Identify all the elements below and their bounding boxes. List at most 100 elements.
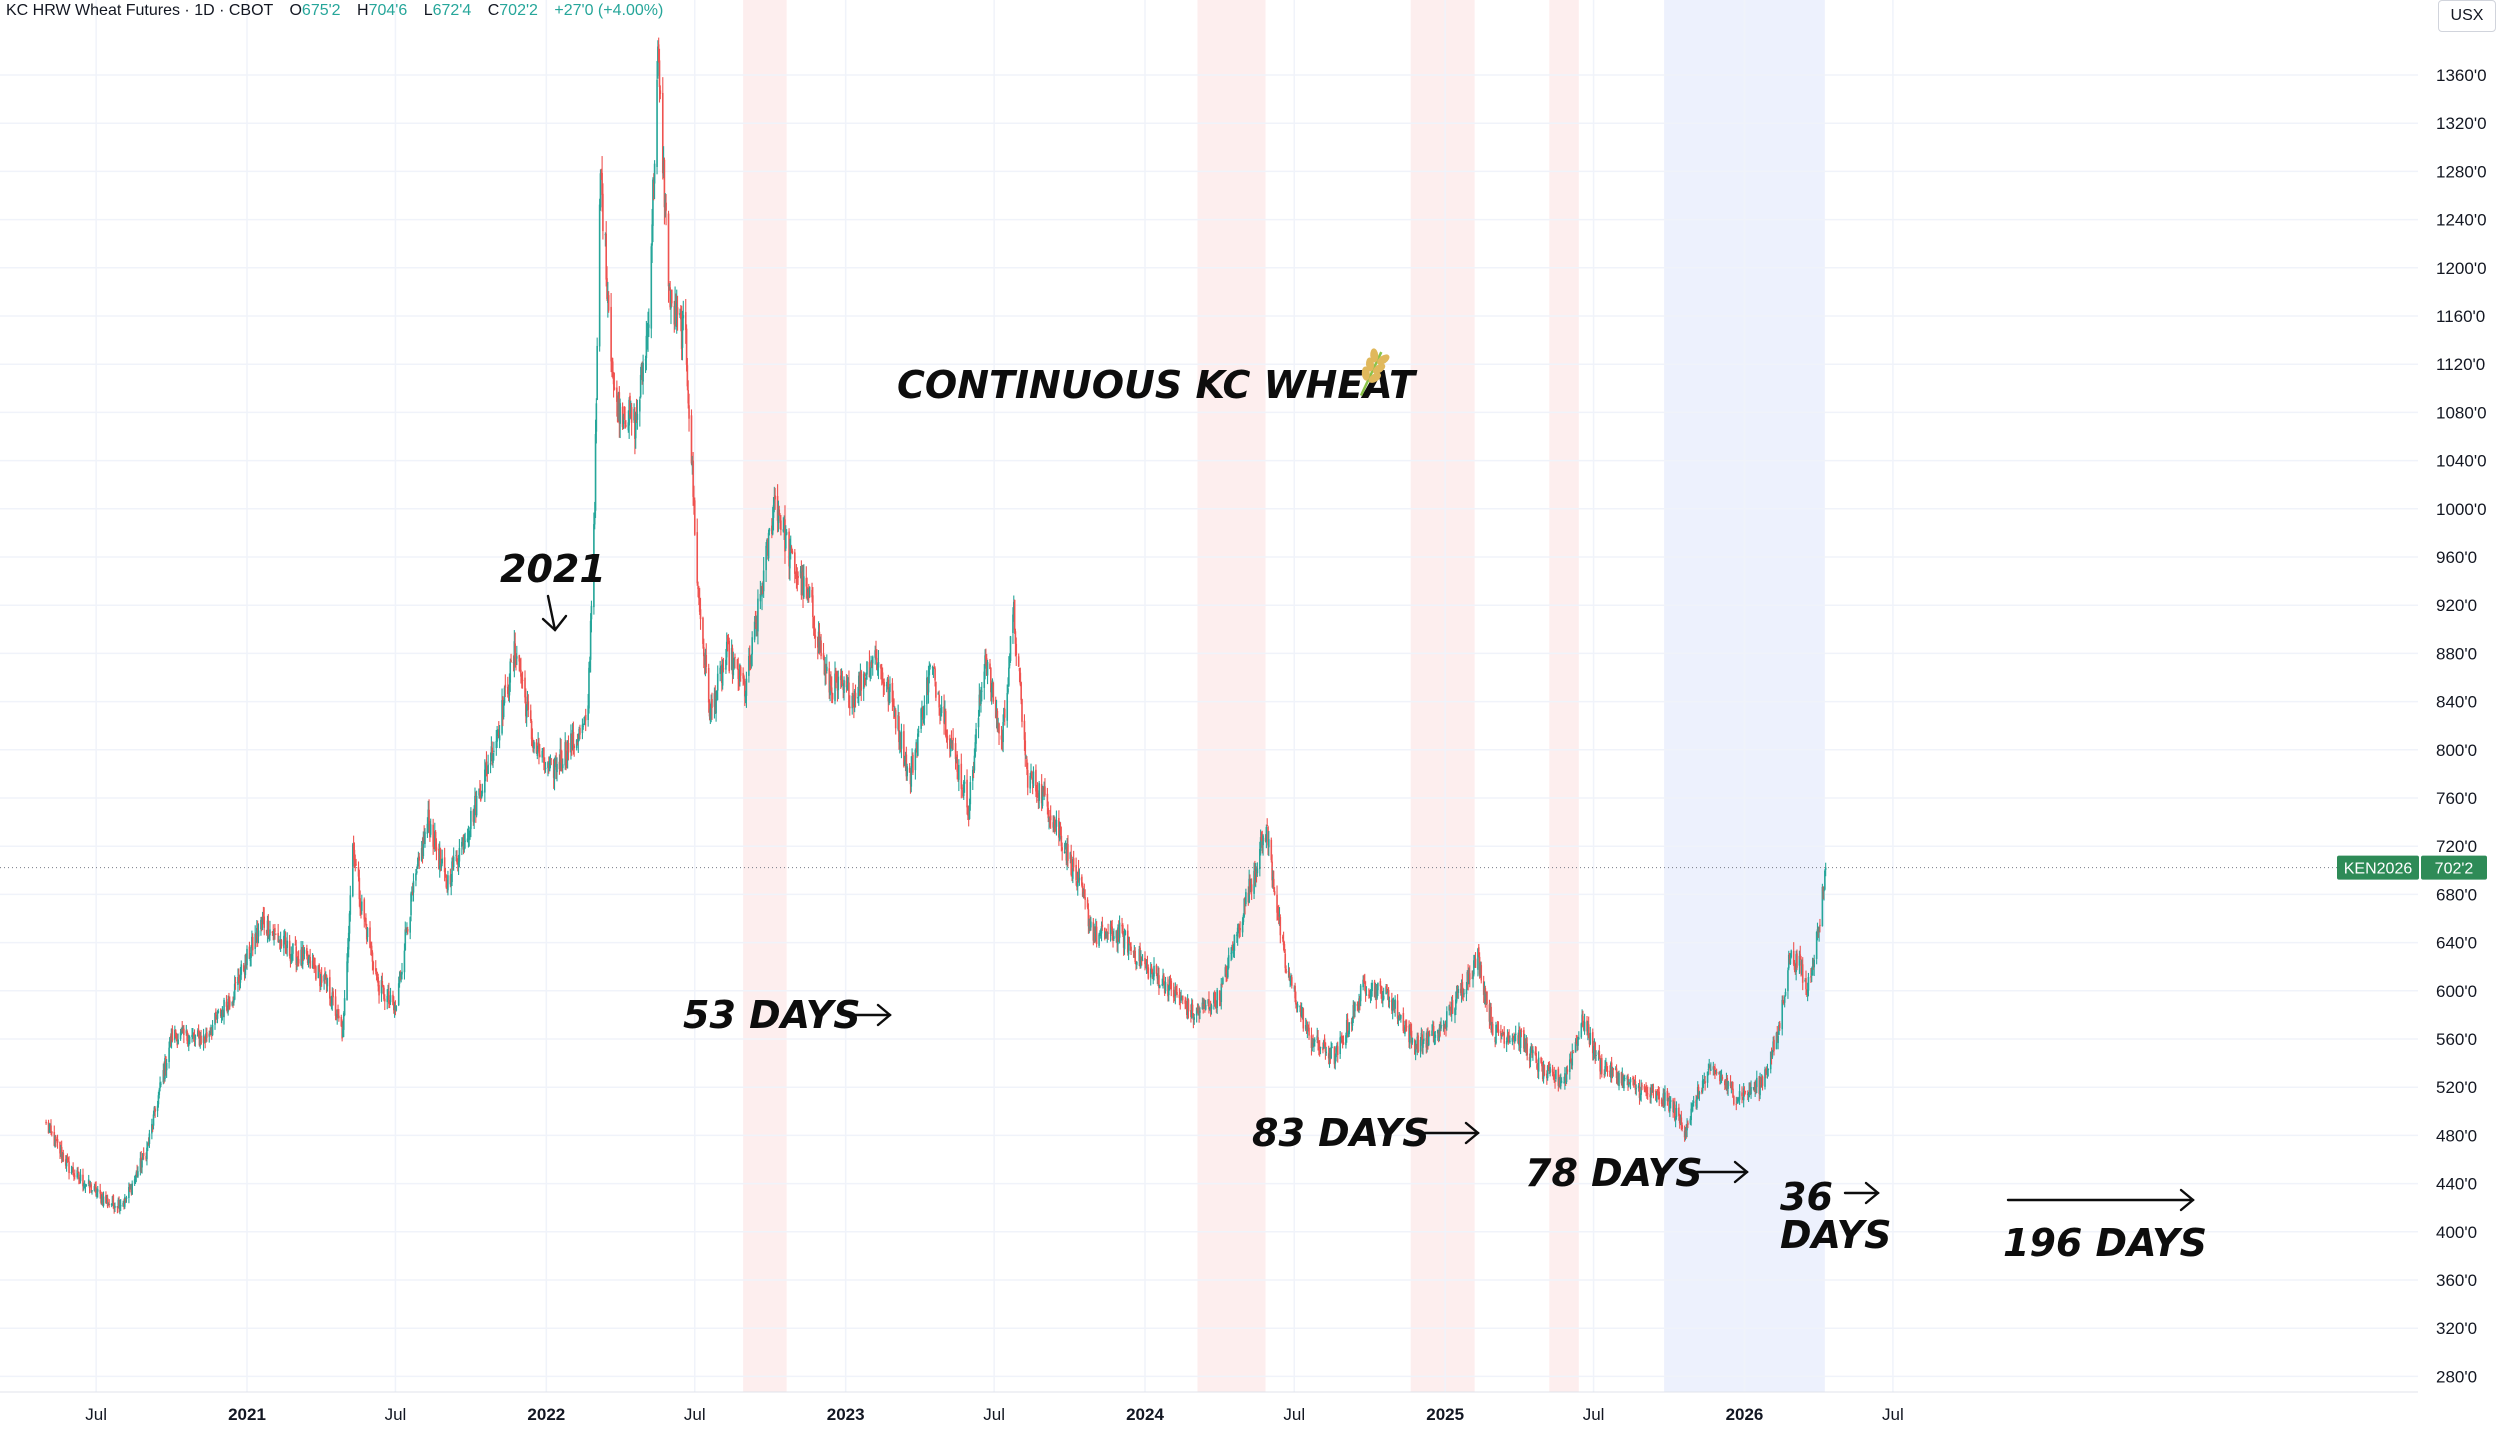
candle bbox=[88, 1180, 91, 1194]
candle bbox=[113, 1203, 115, 1214]
candle bbox=[1801, 959, 1803, 976]
candle bbox=[1179, 991, 1182, 1010]
candle bbox=[277, 923, 279, 943]
candle bbox=[1047, 801, 1050, 823]
candle bbox=[1271, 854, 1273, 888]
candle bbox=[633, 403, 635, 423]
candle bbox=[1368, 989, 1371, 999]
candle bbox=[1029, 772, 1031, 794]
candle bbox=[1743, 1086, 1746, 1097]
candle bbox=[1595, 1050, 1597, 1061]
candle bbox=[928, 661, 931, 684]
candle bbox=[146, 1142, 149, 1152]
candle bbox=[1448, 1004, 1451, 1016]
candle bbox=[1396, 994, 1399, 1025]
candle bbox=[926, 670, 928, 716]
candle bbox=[834, 661, 836, 705]
candle bbox=[852, 682, 854, 708]
candle bbox=[300, 940, 302, 967]
candle bbox=[1231, 941, 1234, 951]
candle bbox=[883, 678, 886, 695]
candle bbox=[403, 943, 406, 980]
candle bbox=[1325, 1046, 1328, 1056]
candle bbox=[797, 571, 799, 585]
candle bbox=[1025, 754, 1027, 759]
y-tick-label: 360'0 bbox=[2436, 1271, 2477, 1290]
candle bbox=[514, 632, 516, 668]
candle bbox=[418, 852, 421, 870]
candle bbox=[128, 1183, 131, 1192]
candle bbox=[743, 674, 745, 685]
candle bbox=[1761, 1075, 1764, 1091]
candle bbox=[676, 295, 679, 331]
candle bbox=[1282, 931, 1285, 951]
candle bbox=[1679, 1114, 1682, 1126]
candle bbox=[760, 586, 762, 596]
candle bbox=[481, 783, 484, 797]
candle bbox=[610, 293, 612, 373]
candle bbox=[1099, 928, 1102, 939]
candle bbox=[1277, 905, 1279, 921]
candle bbox=[216, 1010, 219, 1024]
candle bbox=[1787, 950, 1790, 971]
candle bbox=[388, 982, 390, 1009]
candle bbox=[606, 266, 608, 301]
candle bbox=[1272, 870, 1274, 889]
candle bbox=[908, 763, 911, 773]
candle bbox=[1658, 1087, 1660, 1107]
candle bbox=[572, 721, 575, 755]
candle bbox=[1535, 1046, 1537, 1064]
candle bbox=[1440, 1017, 1442, 1032]
candle bbox=[1311, 1038, 1314, 1052]
candle bbox=[1526, 1037, 1528, 1061]
candle bbox=[1514, 1033, 1516, 1044]
candle bbox=[271, 930, 274, 936]
candle bbox=[868, 650, 871, 678]
candle bbox=[386, 989, 389, 1010]
candle bbox=[369, 921, 371, 949]
candle bbox=[980, 686, 982, 713]
candle bbox=[1603, 1069, 1606, 1079]
candle bbox=[498, 725, 501, 749]
candle bbox=[584, 708, 587, 732]
candle bbox=[1371, 979, 1373, 997]
candle bbox=[561, 758, 564, 774]
y-tick-label: 1160'0 bbox=[2436, 307, 2485, 326]
candle bbox=[370, 941, 372, 956]
candle bbox=[274, 924, 276, 940]
candle bbox=[731, 644, 734, 684]
candle bbox=[1572, 1050, 1574, 1054]
candle bbox=[702, 616, 704, 649]
candle bbox=[231, 1001, 234, 1007]
candle bbox=[1627, 1073, 1629, 1091]
candle bbox=[869, 667, 872, 682]
candle bbox=[1181, 995, 1183, 1001]
candle bbox=[1122, 923, 1124, 937]
candle bbox=[1507, 1031, 1510, 1045]
candle bbox=[1672, 1097, 1674, 1118]
candle bbox=[152, 1110, 155, 1130]
candle bbox=[506, 676, 509, 698]
candle bbox=[1765, 1068, 1767, 1079]
candle bbox=[59, 1141, 61, 1159]
candle bbox=[940, 695, 943, 717]
currency-unit-button[interactable]: USX bbox=[2438, 0, 2496, 32]
candle bbox=[1386, 984, 1388, 993]
candle bbox=[187, 1032, 189, 1047]
candle bbox=[1638, 1079, 1641, 1105]
candle bbox=[501, 688, 503, 736]
candle bbox=[251, 933, 254, 957]
candle bbox=[272, 924, 275, 941]
candle bbox=[89, 1180, 92, 1187]
candle bbox=[845, 674, 848, 693]
candle bbox=[1015, 637, 1018, 666]
candle bbox=[1720, 1069, 1723, 1083]
candle bbox=[1237, 923, 1240, 934]
candle bbox=[1667, 1097, 1670, 1102]
candle bbox=[1210, 1003, 1213, 1015]
candle bbox=[1472, 970, 1474, 988]
candle bbox=[1147, 964, 1150, 980]
candle bbox=[1703, 1072, 1706, 1084]
x-tick-label: Jul bbox=[85, 1405, 107, 1424]
